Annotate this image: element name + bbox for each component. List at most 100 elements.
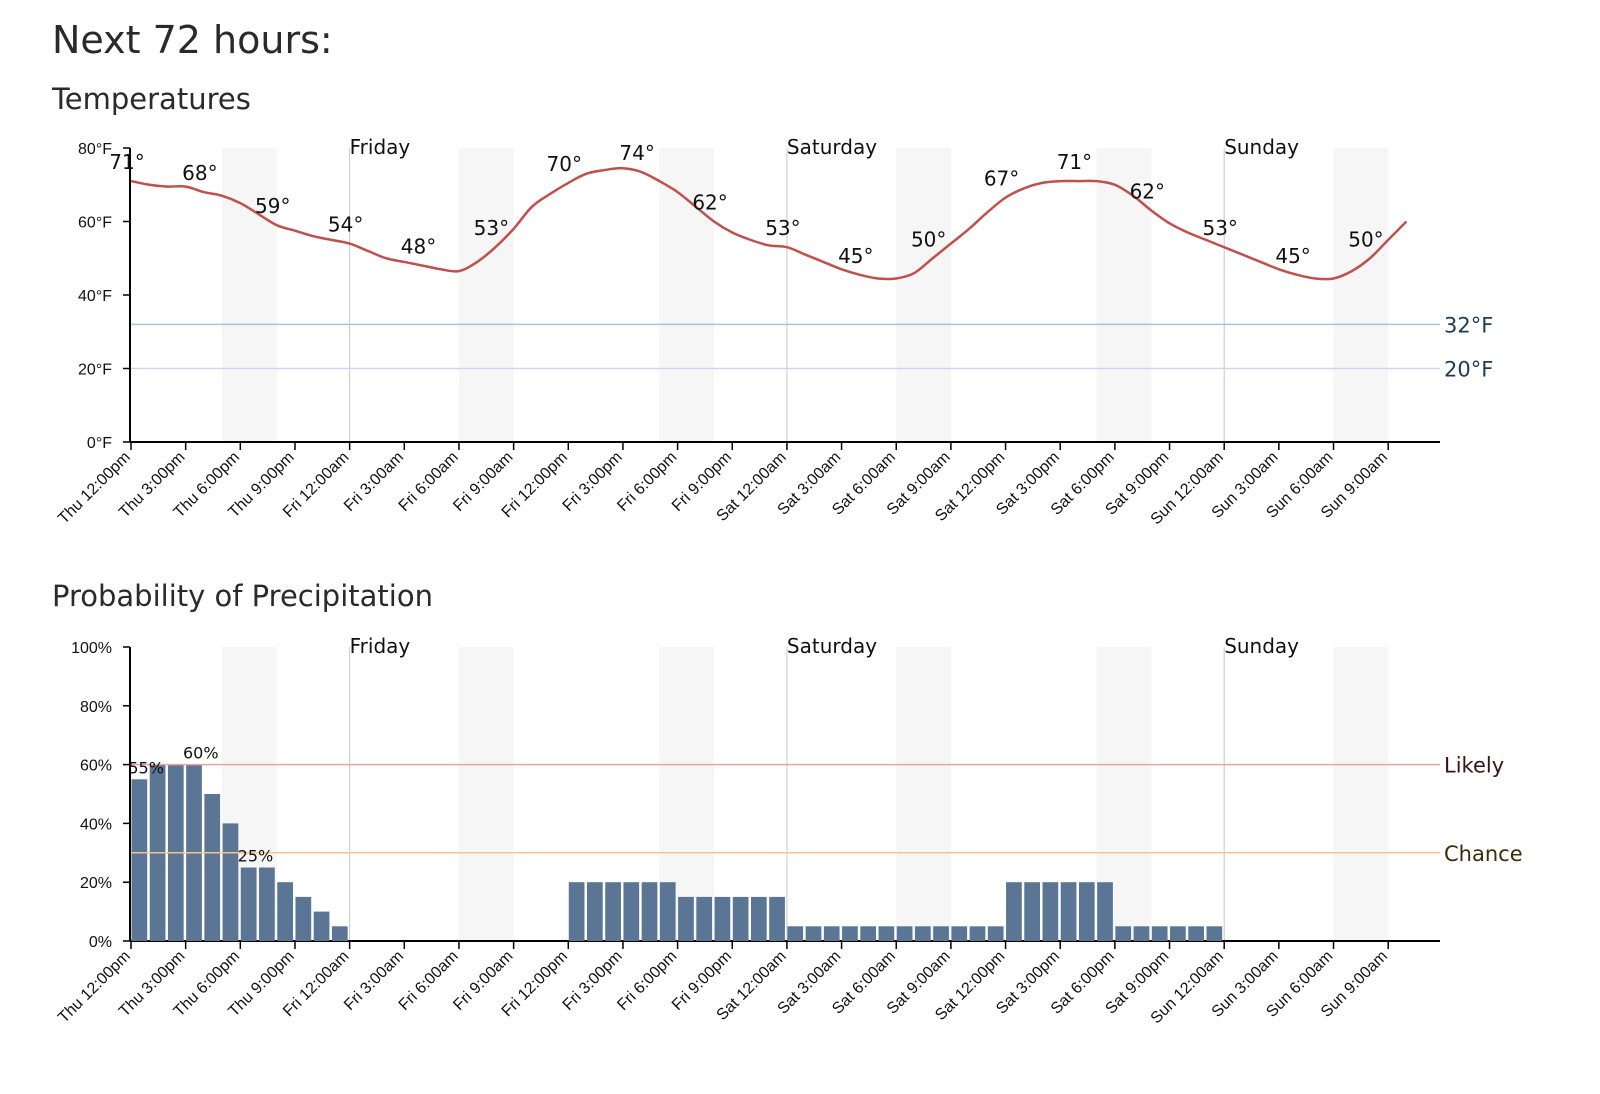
temp-y-tick-label: 0°F <box>87 435 112 452</box>
precip-night-band <box>1333 647 1389 941</box>
precip-y-tick-label: 20% <box>80 875 112 892</box>
temperature-data-label: 53° <box>765 216 800 240</box>
temperature-data-label: 53° <box>474 216 509 240</box>
temperature-chart-title: Temperatures <box>52 82 251 116</box>
temperature-data-label: 54° <box>328 213 363 237</box>
precipitation-bar <box>860 926 877 941</box>
precip-night-band <box>896 647 951 941</box>
precip-y-tick-label: 40% <box>80 816 112 833</box>
precipitation-bar <box>1206 926 1223 941</box>
temperature-data-label: 62° <box>692 191 727 215</box>
precip-y-tick-label: 0% <box>89 934 112 951</box>
precipitation-bar <box>805 926 822 941</box>
precipitation-bar <box>769 896 785 941</box>
temp-night-band <box>458 148 514 442</box>
precipitation-bar <box>659 882 676 941</box>
precipitation-bar <box>641 882 658 941</box>
temperature-data-label: 67° <box>984 167 1019 191</box>
precipitation-bar <box>896 926 913 941</box>
precipitation-bar <box>750 896 767 941</box>
temp-y-tick-label: 40°F <box>78 288 112 305</box>
precip-day-label: Saturday <box>787 634 877 658</box>
precipitation-bar <box>623 882 640 941</box>
temp-day-label: Sunday <box>1224 135 1299 159</box>
precipitation-bar <box>914 926 931 941</box>
temperature-data-label: 74° <box>619 141 654 165</box>
temperature-data-label: 59° <box>255 194 290 218</box>
temperature-data-label: 53° <box>1202 216 1237 240</box>
precipitation-bar <box>823 926 840 941</box>
page-title: Next 72 hours: <box>52 18 333 62</box>
precipitation-bar <box>1151 926 1168 941</box>
precipitation-bar <box>678 896 694 941</box>
precipitation-bar <box>732 896 749 941</box>
temp-reference-label: 20°F <box>1444 358 1493 382</box>
temperature-data-label: 45° <box>838 244 873 268</box>
temperature-data-label: 45° <box>1275 244 1310 268</box>
precipitation-bar <box>204 794 221 941</box>
temperature-chart: Friday Saturday Sunday0°F20°F40°F60°F80°FT… <box>55 135 1493 528</box>
precipitation-bar <box>987 926 1004 941</box>
precipitation-bar <box>605 882 621 941</box>
precip-reference-label: Likely <box>1444 754 1504 778</box>
precipitation-bar <box>787 926 804 941</box>
precipitation-bar <box>933 926 949 941</box>
temp-day-label: Saturday <box>787 135 877 159</box>
precipitation-bar <box>313 911 330 941</box>
precipitation-bar <box>1115 926 1132 941</box>
precipitation-data-label: 60% <box>183 744 219 763</box>
temp-night-band <box>1333 148 1389 442</box>
precipitation-data-label: 55% <box>128 758 164 777</box>
precipitation-bar <box>222 823 239 941</box>
precipitation-bar <box>878 926 895 941</box>
temp-night-band <box>1096 148 1152 442</box>
temperature-data-label: 68° <box>182 161 217 185</box>
precip-reference-label: Chance <box>1444 842 1523 866</box>
precipitation-bar <box>1042 882 1059 941</box>
precipitation-bar <box>1170 926 1186 941</box>
precipitation-bar <box>277 882 293 941</box>
precipitation-bar <box>842 926 858 941</box>
precipitation-bar <box>696 896 713 941</box>
temperature-data-label: 62° <box>1130 179 1165 203</box>
precipitation-bar <box>1006 882 1022 941</box>
temperature-line <box>130 166 1408 281</box>
temp-night-band <box>659 148 715 442</box>
precipitation-bar <box>331 926 348 941</box>
precipitation-bar <box>568 882 585 941</box>
temperature-data-label: 71° <box>109 150 144 174</box>
precip-y-tick-label: 100% <box>71 640 112 657</box>
precipitation-bar <box>1060 882 1077 941</box>
precipitation-bar <box>969 926 986 941</box>
precipitation-bar <box>587 882 603 941</box>
temp-night-band <box>896 148 951 442</box>
temperature-data-label: 50° <box>911 227 946 251</box>
precipitation-bar <box>131 779 148 941</box>
precip-y-tick-label: 80% <box>80 699 112 716</box>
precipitation-bar <box>1078 882 1095 941</box>
temp-y-tick-label: 20°F <box>78 362 112 379</box>
precip-y-tick-label: 60% <box>80 758 112 775</box>
temp-y-tick-label: 80°F <box>78 141 112 158</box>
temperature-data-label: 48° <box>401 235 436 259</box>
precipitation-bar <box>1097 882 1113 941</box>
precipitation-bar <box>1188 926 1204 941</box>
precipitation-bar <box>240 867 257 941</box>
temp-night-band <box>222 148 277 442</box>
precipitation-bar <box>1024 882 1040 941</box>
precipitation-data-label: 25% <box>238 847 274 866</box>
temperature-data-label: 71° <box>1057 150 1092 174</box>
precip-night-band <box>458 647 514 941</box>
temperature-data-label: 70° <box>547 152 582 176</box>
precip-day-label: Friday <box>350 634 411 658</box>
precipitation-bar <box>295 896 312 941</box>
temp-reference-label: 32°F <box>1444 313 1493 337</box>
precipitation-chart-title: Probability of Precipitation <box>52 579 433 613</box>
temperature-data-label: 50° <box>1348 227 1383 251</box>
precipitation-bar <box>1133 926 1150 941</box>
precipitation-bar <box>951 926 968 941</box>
temp-y-tick-label: 60°F <box>78 215 112 232</box>
temp-day-label: Friday <box>350 135 411 159</box>
precip-day-label: Sunday <box>1224 634 1299 658</box>
